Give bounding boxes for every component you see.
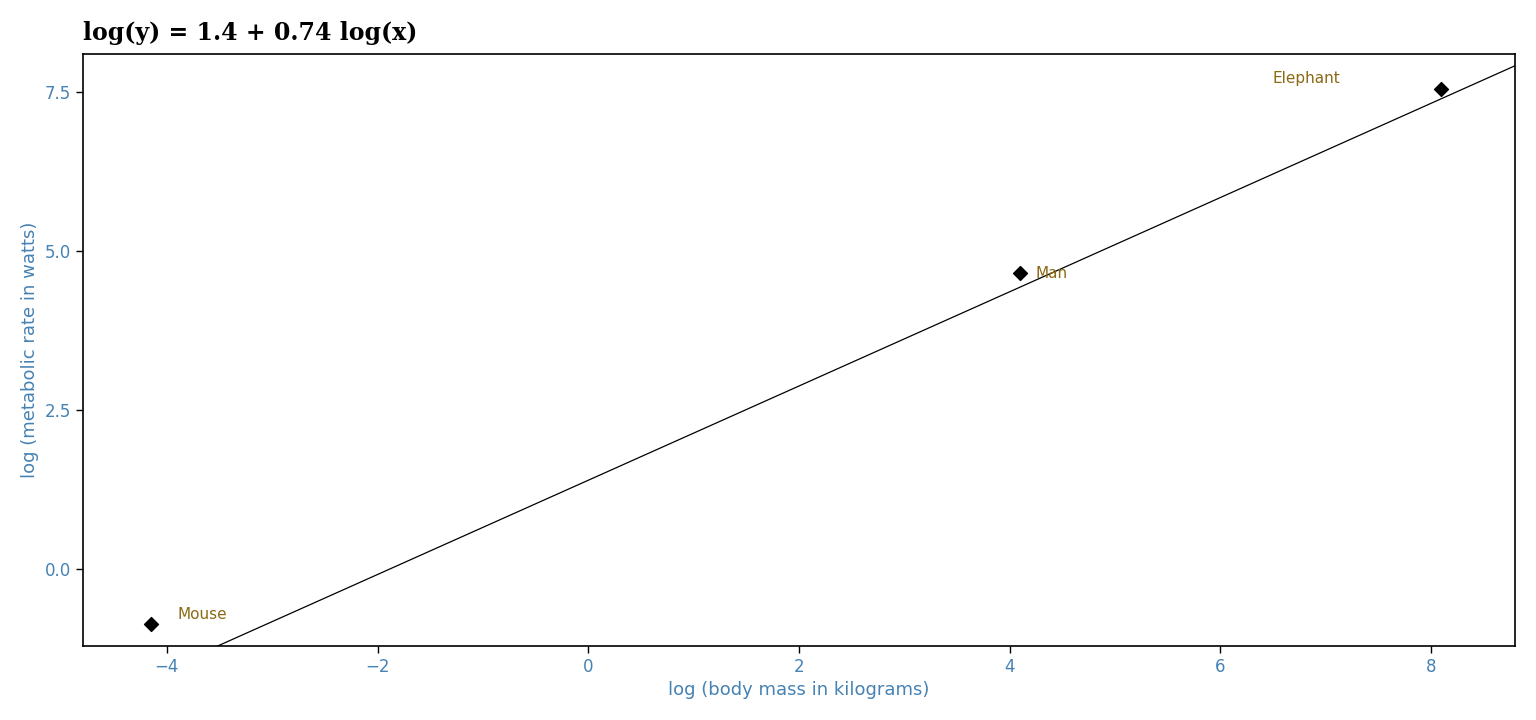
Point: [1428, 83, 1453, 94]
X-axis label: log (body mass in kilograms): log (body mass in kilograms): [668, 681, 929, 699]
Point: [138, 618, 163, 629]
Y-axis label: log (metabolic rate in watts): log (metabolic rate in watts): [22, 222, 38, 478]
Text: log(y) = 1.4 + 0.74 log(x): log(y) = 1.4 + 0.74 log(x): [83, 21, 416, 45]
Text: Man: Man: [1035, 266, 1068, 281]
Text: Mouse: Mouse: [177, 607, 227, 621]
Point: [1008, 268, 1032, 279]
Text: Elephant: Elephant: [1273, 71, 1341, 86]
